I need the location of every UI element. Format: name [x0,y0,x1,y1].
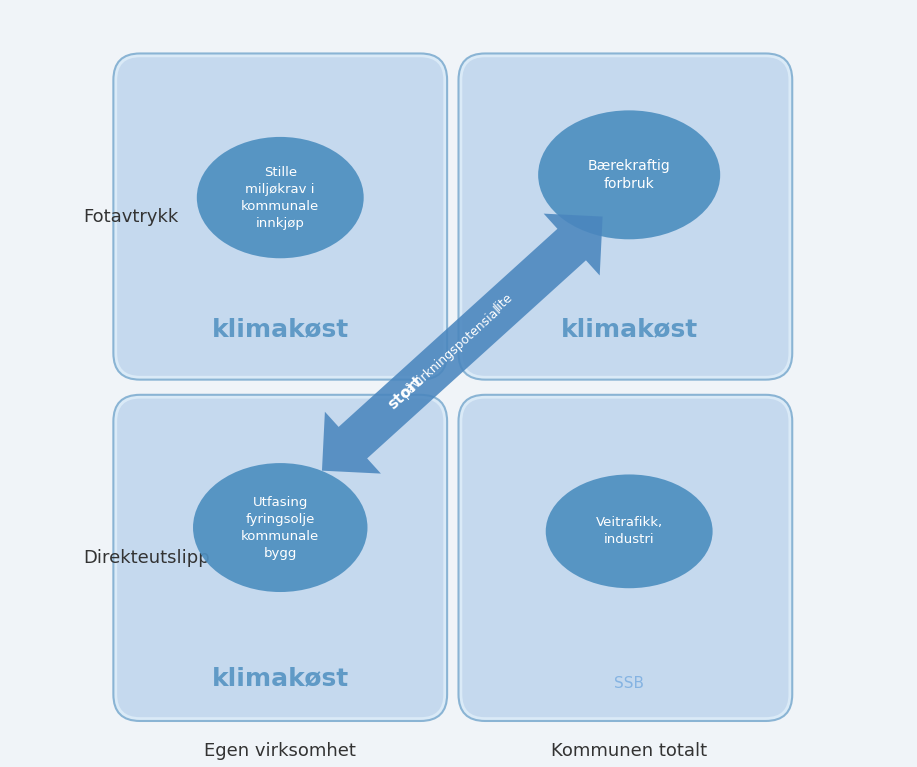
FancyBboxPatch shape [458,54,792,380]
Text: klimakøst: klimakøst [212,667,348,690]
Text: stort: stort [385,374,425,413]
FancyBboxPatch shape [117,58,443,376]
Text: Stille
miljøkrav i
kommunale
innkjøp: Stille miljøkrav i kommunale innkjøp [241,166,319,229]
FancyBboxPatch shape [117,399,443,717]
Text: Fotavtrykk: Fotavtrykk [83,208,178,225]
Text: klimakøst: klimakøst [212,318,348,342]
Text: Utfasing
fyringsolje
kommunale
bygg: Utfasing fyringsolje kommunale bygg [241,495,319,560]
FancyBboxPatch shape [462,58,789,376]
Ellipse shape [193,463,368,592]
Text: Egen virksomhet: Egen virksomhet [204,742,356,760]
FancyBboxPatch shape [114,54,447,380]
FancyBboxPatch shape [458,395,792,721]
Text: Kommunen totalt: Kommunen totalt [551,742,707,760]
Text: SSB: SSB [614,676,644,690]
Ellipse shape [546,475,713,588]
Ellipse shape [197,137,364,258]
FancyArrowPatch shape [334,220,599,444]
Text: påvirkningspotensial: påvirkningspotensial [398,302,503,400]
Text: klimakøst: klimakøst [560,318,698,342]
Text: Bærekraftig
forbruk: Bærekraftig forbruk [588,159,670,191]
Text: Veitrafikk,
industri: Veitrafikk, industri [596,516,663,546]
Polygon shape [322,214,602,473]
FancyBboxPatch shape [114,395,447,721]
FancyBboxPatch shape [462,399,789,717]
Ellipse shape [538,110,720,239]
Text: lite: lite [492,291,515,313]
Text: Direkteutslipp: Direkteutslipp [83,549,210,567]
